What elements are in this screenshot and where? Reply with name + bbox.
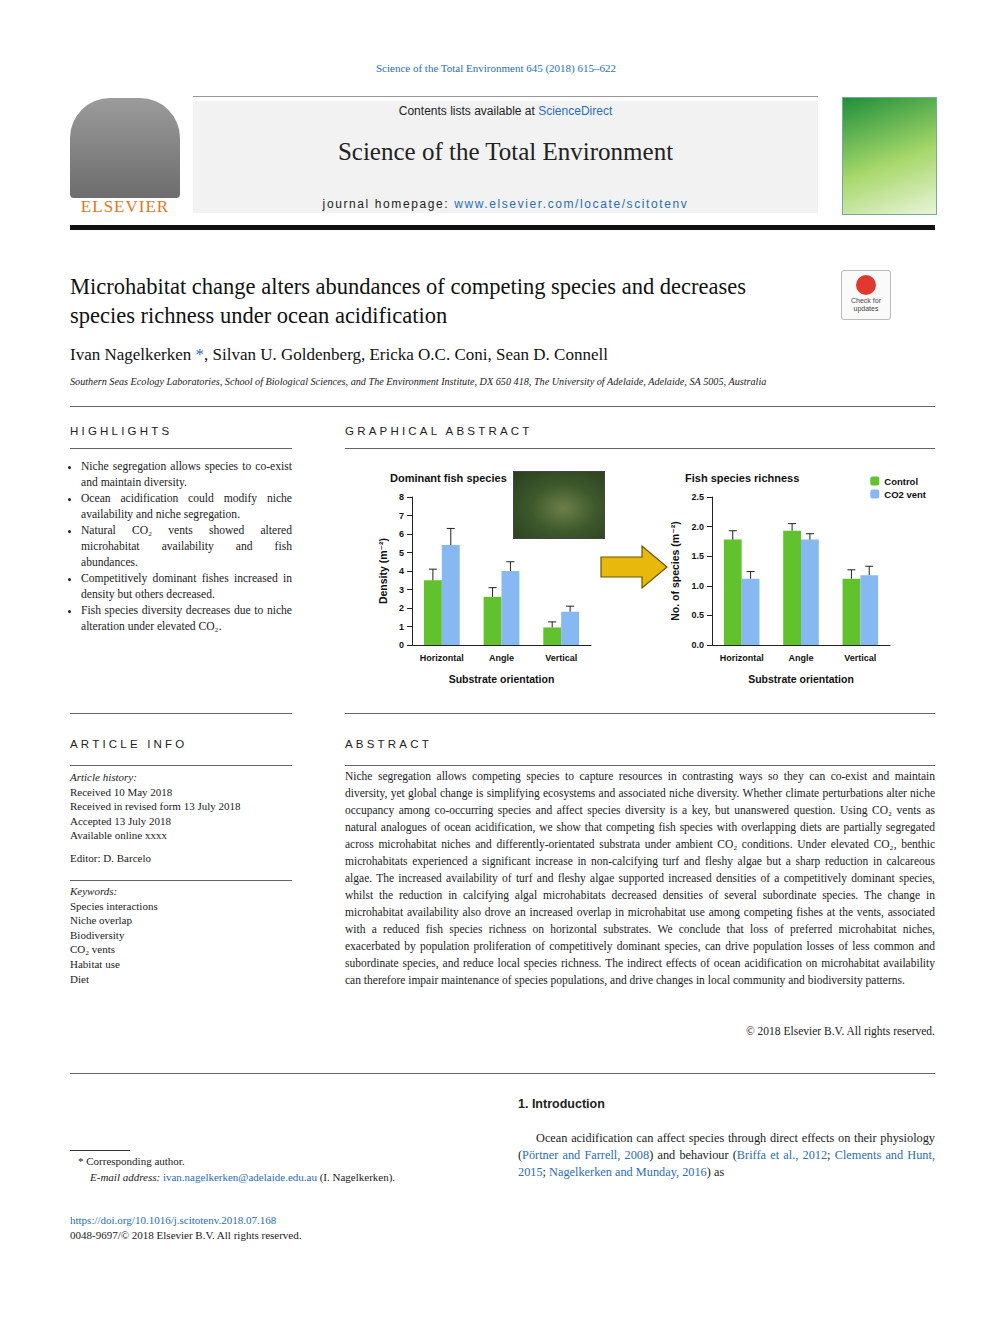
html-text:Habitat use: Habitat use: [70, 958, 120, 970]
html-text:© 2018 Elsevier B.V. All right: © 2018 Elsevier B.V. All rights reserved…: [746, 1025, 935, 1037]
html-text:Niche segregation allows compe: Niche segregation allows competing speci…: [345, 770, 935, 986]
svg-text:Vertical: Vertical: [545, 653, 577, 663]
svg-text:Horizontal: Horizontal: [720, 653, 764, 663]
html-text:Niche segregation allows speci: Niche segregation allows species to co-e…: [81, 460, 292, 489]
html-text:Species interactions: Species interactions: [70, 899, 158, 912]
html-text:GRAPHICAL ABSTRACT: GRAPHICAL ABSTRACT: [345, 425, 533, 437]
svg-text:Dominant fish species: Dominant fish species: [390, 472, 507, 484]
svg-text:Control: Control: [884, 476, 918, 487]
html-text:Accepted 13 July 2018: Accepted 13 July 2018: [70, 814, 172, 827]
svg-text:0.5: 0.5: [691, 610, 704, 620]
svg-text:Substrate orientation: Substrate orientation: [449, 673, 555, 685]
html-text:Southern Seas Ecology Laborato: Southern Seas Ecology Laboratories, Scho…: [70, 376, 767, 387]
html-text:Available online xxxx: Available online xxxx: [70, 829, 167, 842]
html-text:ARTICLE INFO: ARTICLE INFO: [70, 738, 188, 750]
svg-text:5: 5: [399, 548, 404, 558]
svg-text:Fish species richness: Fish species richness: [685, 472, 799, 484]
svg-text:Substrate orientation: Substrate orientation: [748, 673, 854, 685]
html-text:https://doi.org/10.1016/j.scit: https://doi.org/10.1016/j.scitotenv.2018…: [70, 1214, 277, 1226]
svg-text:Vertical: Vertical: [844, 653, 876, 663]
html-text:Ocean acidification can affect: Ocean acidification can affect species t…: [518, 1131, 935, 1179]
html-text:Niche overlap: Niche overlap: [70, 914, 132, 927]
html-text:0048-9697/© 2018 Elsevier B.V.: 0048-9697/© 2018 Elsevier B.V. All right…: [70, 1229, 302, 1241]
html-text:Keywords:: Keywords:: [70, 885, 118, 897]
html-text:Natural CO₂ vents showed alter: Natural CO₂ vents showed altered microha…: [81, 524, 292, 569]
html-text:* Corresponding author.: * Corresponding author.: [78, 1155, 185, 1167]
html-text:Check for updates: Check for updates: [851, 297, 881, 312]
html-text:Competitively dominant fishes: Competitively dominant fishes increased …: [81, 572, 292, 601]
svg-text:Density (m⁻²): Density (m⁻²): [377, 538, 389, 604]
html-text:ABSTRACT: ABSTRACT: [345, 738, 432, 750]
html-text:Microhabitat change alters abu: Microhabitat change alters abundances of…: [70, 274, 746, 328]
html-text:Contents lists available at Sc: Contents lists available at ScienceDirec…: [398, 104, 613, 118]
svg-text:Angle: Angle: [788, 653, 813, 663]
html-text:E-mail address: ivan.nagelkerk: E-mail address: ivan.nagelkerken@adelaid…: [90, 1171, 396, 1183]
html-text:Received 10 May 2018: Received 10 May 2018: [70, 785, 173, 798]
html-text:Diet: Diet: [70, 972, 89, 985]
svg-text:4: 4: [399, 566, 404, 576]
svg-text:0: 0: [399, 640, 404, 650]
svg-text:2.0: 2.0: [691, 522, 704, 532]
svg-text:2: 2: [399, 603, 404, 613]
svg-text:8: 8: [399, 492, 404, 502]
svg-text:1.5: 1.5: [691, 551, 704, 561]
html-text:Ocean acidification could modi: Ocean acidification could modify niche a…: [81, 492, 292, 521]
html-text:Ivan Nagelkerken *, Silvan U.: Ivan Nagelkerken *, Silvan U. Goldenberg…: [70, 345, 608, 364]
svg-text:Angle: Angle: [489, 653, 514, 663]
svg-text:No. of species (m⁻²): No. of species (m⁻²): [669, 521, 681, 620]
svg-text:1.0: 1.0: [691, 581, 704, 591]
html-text:HIGHLIGHTS: HIGHLIGHTS: [70, 425, 173, 437]
html-text:Article history:: Article history:: [70, 771, 137, 783]
html-text:Science of the Total Environme: Science of the Total Environment 645 (20…: [376, 62, 616, 74]
html-text:1. Introduction: 1. Introduction: [518, 1097, 605, 1111]
svg-text:3: 3: [399, 585, 404, 595]
svg-text:6: 6: [399, 529, 404, 539]
html-text:journal homepage: www.elsevier: journal homepage: www.elsevier.com/locat…: [322, 197, 689, 211]
svg-text:Horizontal: Horizontal: [420, 653, 464, 663]
svg-text:7: 7: [399, 511, 404, 521]
svg-text:CO2 vent: CO2 vent: [884, 489, 927, 500]
html-text:Science of the Total Environme: Science of the Total Environment: [337, 138, 674, 165]
html-text:Fish species diversity decreas: Fish species diversity decreases due to …: [81, 604, 292, 633]
svg-text:0.0: 0.0: [691, 640, 704, 650]
html-text:ELSEVIER: ELSEVIER: [80, 197, 170, 216]
html-text:Received in revised form 13 Ju: Received in revised form 13 July 2018: [70, 800, 241, 813]
svg-text:2.5: 2.5: [691, 492, 704, 502]
svg-text:1: 1: [399, 622, 404, 632]
html-text:CO₂ vents: CO₂ vents: [70, 943, 116, 956]
html-text:Editor: D. Barcelo: Editor: D. Barcelo: [70, 852, 151, 864]
html-text:Biodiversity: Biodiversity: [70, 928, 125, 941]
